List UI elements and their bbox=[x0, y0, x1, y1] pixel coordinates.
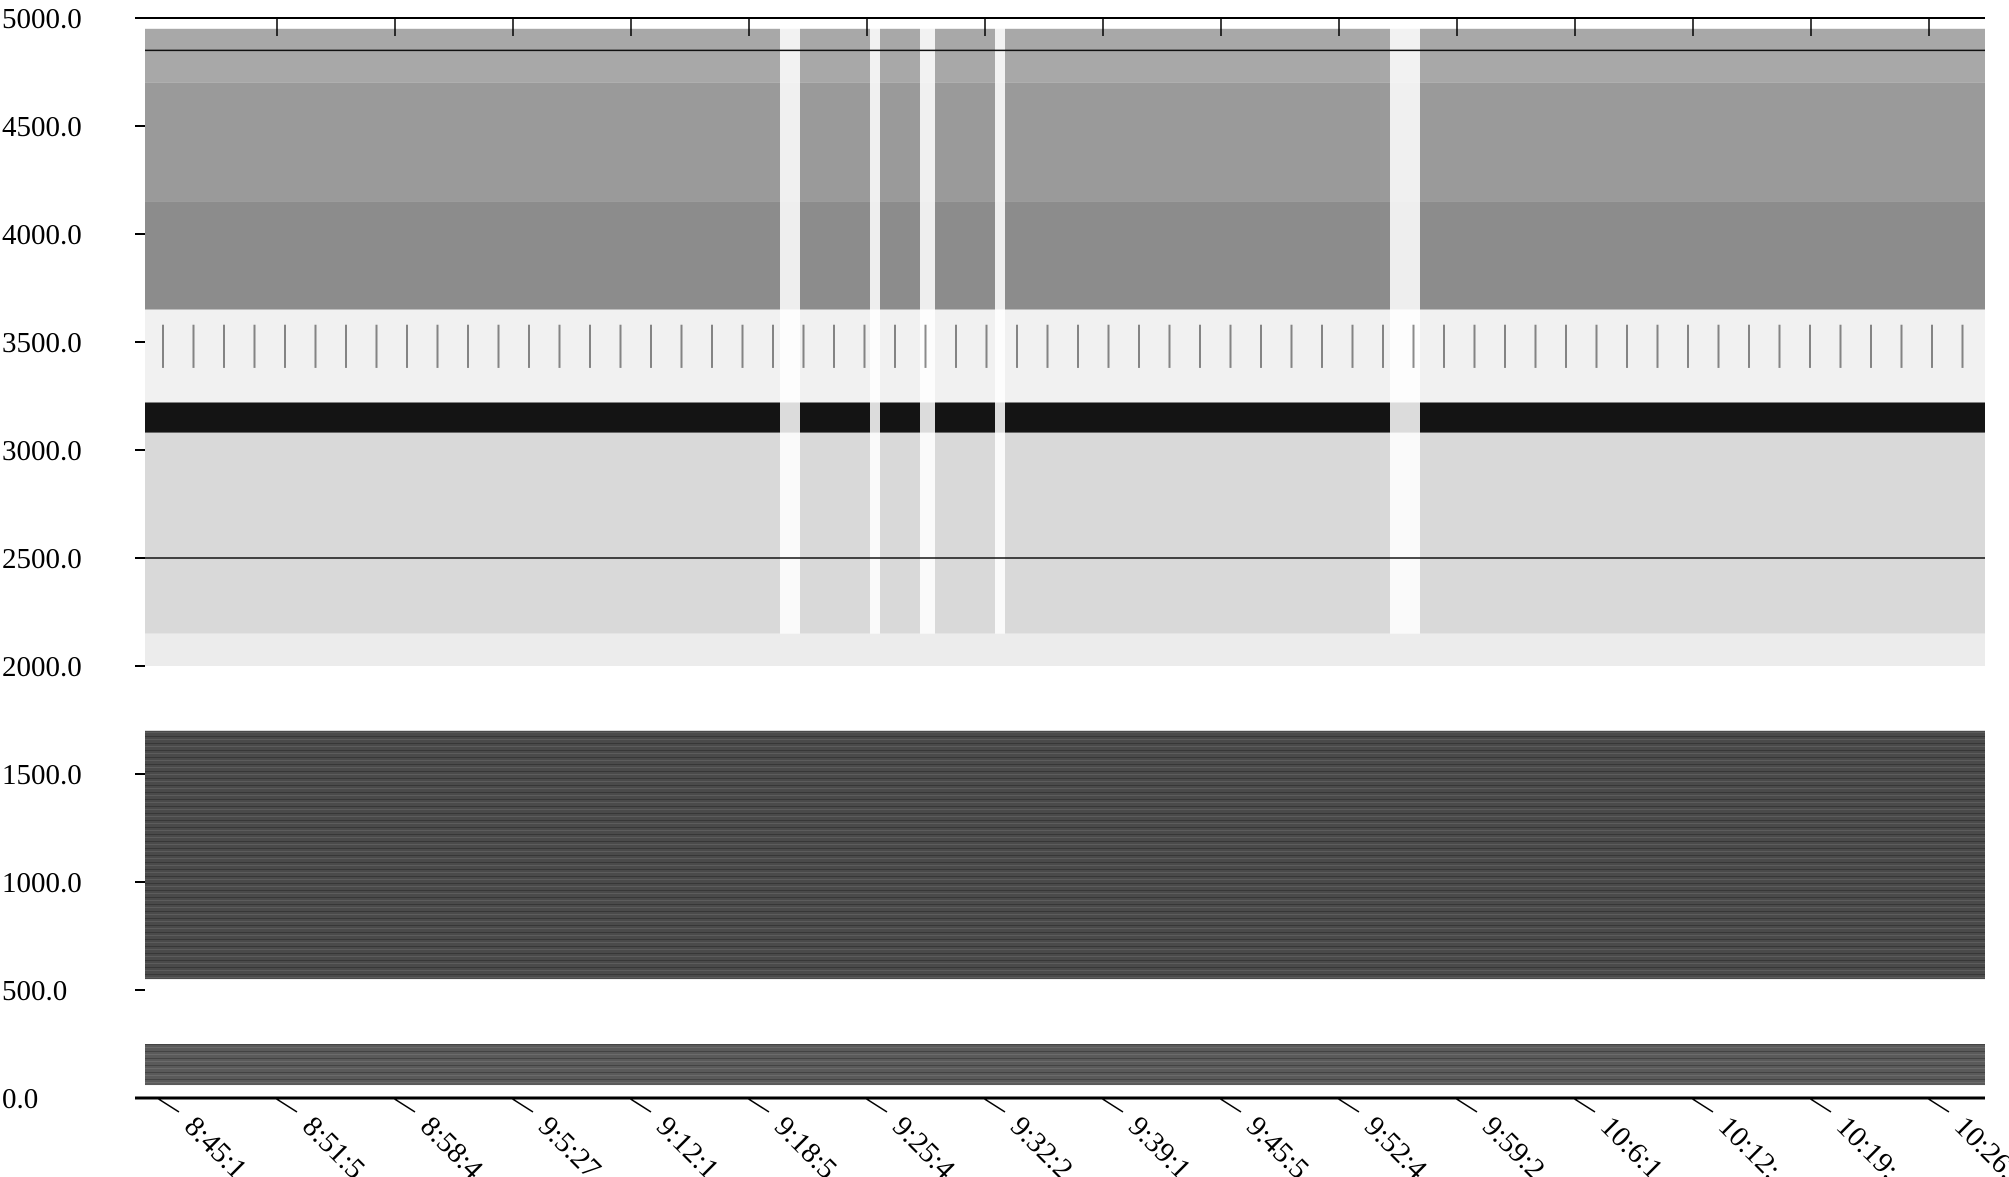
band-4 bbox=[145, 633, 1985, 666]
band-texture-6 bbox=[145, 730, 1985, 980]
x-tick-label: 9:18:5 bbox=[768, 1110, 843, 1177]
y-tick-label: 2000.0 bbox=[2, 651, 82, 683]
gap-column-0 bbox=[780, 22, 800, 634]
x-tick-label: 9:52:4 bbox=[1358, 1110, 1433, 1177]
x-tick-label: 9:39:1 bbox=[1122, 1110, 1197, 1177]
y-tick-label: 1000.0 bbox=[2, 867, 82, 899]
x-tick bbox=[274, 1097, 298, 1113]
x-tick bbox=[1690, 1097, 1714, 1113]
x-tick bbox=[1926, 1097, 1950, 1113]
x-tick-label: 9:5:27 bbox=[532, 1110, 607, 1177]
band-7 bbox=[145, 979, 1985, 1044]
band-5 bbox=[145, 666, 1985, 731]
x-tick-label: 10:12: bbox=[1712, 1110, 1787, 1177]
x-tick-label: 8:58:4 bbox=[414, 1110, 489, 1177]
x-tick-label: 9:59:2 bbox=[1476, 1110, 1551, 1177]
gap-column-2 bbox=[920, 22, 935, 634]
x-tick-label: 10:6:1 bbox=[1594, 1110, 1669, 1177]
x-tick bbox=[1454, 1097, 1478, 1113]
x-tick bbox=[156, 1097, 180, 1113]
band-2 bbox=[145, 402, 1985, 433]
y-tick-label: 3500.0 bbox=[2, 327, 82, 359]
x-axis: 8:45:1 8:51:5 8:58:4 9:5:27 9:12:1 9:18:5 9:25… bbox=[156, 1097, 2009, 1177]
x-tick bbox=[510, 1097, 534, 1113]
x-tick-label: 8:51:5 bbox=[296, 1110, 371, 1177]
x-tick-label: 8:45:1 bbox=[178, 1110, 253, 1177]
gap-column-1 bbox=[870, 22, 880, 634]
band-0 bbox=[145, 82, 1985, 202]
x-tick bbox=[1336, 1097, 1360, 1113]
x-tick bbox=[1808, 1097, 1832, 1113]
band-top bbox=[145, 28, 1985, 83]
x-tick bbox=[982, 1097, 1006, 1113]
y-tick-label: 4000.0 bbox=[2, 219, 82, 251]
y-tick-label: 1500.0 bbox=[2, 759, 82, 791]
x-tick-label: 9:12:1 bbox=[650, 1110, 725, 1177]
x-tick bbox=[746, 1097, 770, 1113]
x-tick-label: 10:19: bbox=[1830, 1110, 1905, 1177]
x-tick-label: 10:26: bbox=[1948, 1110, 2009, 1177]
x-tick bbox=[392, 1097, 416, 1113]
x-tick-label: 9:45:5 bbox=[1240, 1110, 1315, 1177]
x-tick-label: 9:25:4 bbox=[886, 1110, 961, 1177]
y-tick-label: 0.0 bbox=[2, 1083, 38, 1115]
y-tick-label: 2500.0 bbox=[2, 543, 82, 575]
x-tick-label: 9:32:2 bbox=[1004, 1110, 1079, 1177]
y-tick-label: 3000.0 bbox=[2, 435, 82, 467]
y-tick-label: 4500.0 bbox=[2, 111, 82, 143]
band-bright bbox=[145, 309, 1985, 403]
band-texture-8 bbox=[145, 1044, 1985, 1086]
band-3 bbox=[145, 432, 1985, 634]
gap-column-3 bbox=[995, 22, 1005, 634]
x-tick bbox=[864, 1097, 888, 1113]
y-tick-label: 500.0 bbox=[2, 975, 67, 1007]
gap-column-4 bbox=[1390, 22, 1420, 634]
y-axis: 0.0 500.0 1000.0 1500.0 2000.0 2500.0 3000.0 35… bbox=[2, 3, 145, 1115]
x-tick bbox=[628, 1097, 652, 1113]
plot-area bbox=[135, 17, 1985, 1100]
x-tick bbox=[1572, 1097, 1596, 1113]
band-1 bbox=[145, 201, 1985, 310]
x-tick bbox=[1218, 1097, 1242, 1113]
x-tick bbox=[1100, 1097, 1124, 1113]
y-tick-label: 5000.0 bbox=[2, 3, 82, 35]
